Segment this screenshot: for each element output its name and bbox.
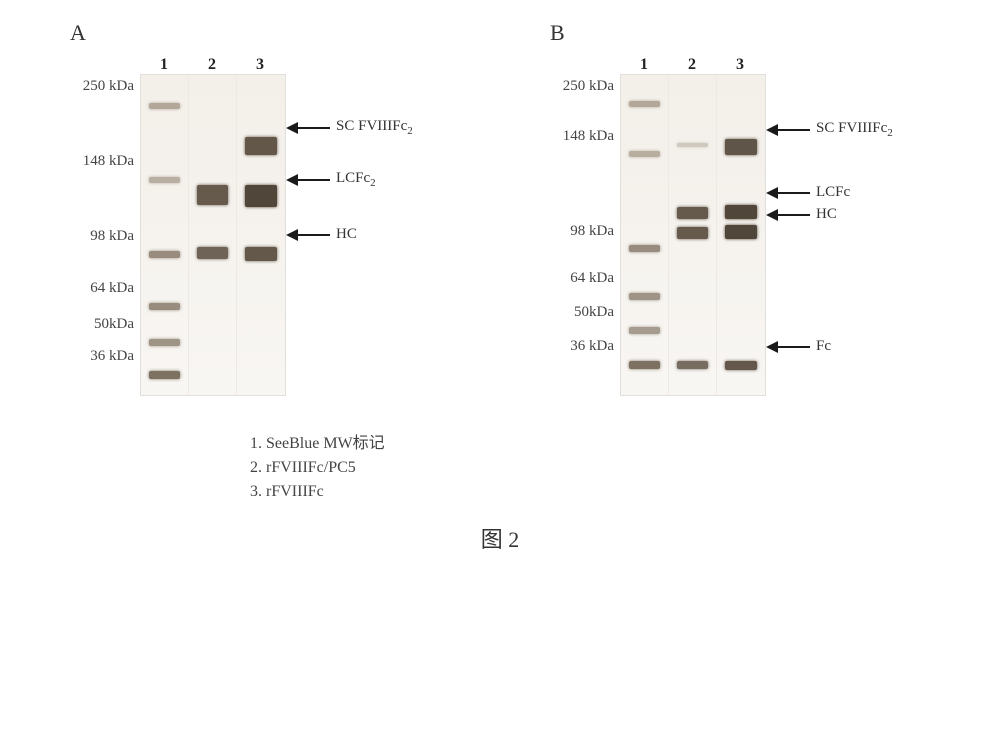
- gel-band: [725, 361, 757, 370]
- gel-band: [677, 361, 708, 369]
- gel-band: [725, 139, 757, 155]
- band-annotation: SC FVIIIFc2: [286, 118, 413, 137]
- mw-label: 250 kDa: [563, 78, 614, 95]
- gel-lane: [669, 75, 717, 395]
- band-annotation: LCFc: [766, 184, 850, 201]
- panel-b-gel-wrap: 250 kDa 148 kDa 98 kDa 64 kDa 50kDa 36 kDa 12…: [544, 56, 936, 402]
- mw-label: 36 kDa: [570, 338, 614, 355]
- figure-caption: 图 2: [20, 522, 980, 554]
- gel-band: [677, 143, 708, 147]
- gel-band: [629, 327, 660, 334]
- lane-number: 3: [236, 56, 284, 74]
- panel-a-annotations: SC FVIIIFc2 LCFc2 HC: [286, 56, 456, 402]
- arrow-left-icon: [286, 228, 330, 242]
- gel-band: [149, 303, 180, 310]
- lane-number: 3: [716, 56, 764, 74]
- gel-lane: [237, 75, 285, 395]
- gel-band: [725, 225, 757, 239]
- mw-label: 50kDa: [94, 316, 134, 333]
- gel-lane: [717, 75, 765, 395]
- gel-band: [677, 227, 708, 239]
- panel-a-gel-wrap: 250 kDa 148 kDa 98 kDa 64 kDa 50kDa 36 kDa 12…: [64, 56, 456, 402]
- lane-legend: 1. SeeBlue MW标记 2. rFVIIIFc/PC5 3. rFVII…: [250, 432, 980, 504]
- figure-panels: A 250 kDa 148 kDa 98 kDa 64 kDa 50kDa 36 kDa …: [20, 20, 980, 402]
- panel-a: A 250 kDa 148 kDa 98 kDa 64 kDa 50kDa 36 kDa …: [64, 20, 456, 402]
- mw-label: 64 kDa: [570, 270, 614, 287]
- panel-b-gel: [620, 74, 766, 396]
- mw-label: 98 kDa: [570, 223, 614, 240]
- legend-item: 3. rFVIIIFc: [250, 480, 980, 504]
- panel-b: B 250 kDa 148 kDa 98 kDa 64 kDa 50kDa 36 kDa …: [544, 20, 936, 402]
- band-annotation: SC FVIIIFc2: [766, 120, 893, 139]
- arrow-left-icon: [286, 121, 330, 135]
- gel-lane: [189, 75, 237, 395]
- gel-band: [197, 247, 228, 259]
- panel-b-gel-area: 123: [620, 56, 766, 396]
- band-annotation: HC: [766, 206, 837, 223]
- lane-number: 2: [188, 56, 236, 74]
- annotation-label: SC FVIIIFc2: [336, 118, 413, 137]
- gel-lane: [141, 75, 189, 395]
- mw-label: 50kDa: [574, 304, 614, 321]
- panel-b-mw-labels: 250 kDa 148 kDa 98 kDa 64 kDa 50kDa 36 kDa: [544, 56, 614, 402]
- panel-a-lane-numbers: 123: [140, 56, 286, 74]
- panel-b-annotations: SC FVIIIFc2 LCFc HC Fc: [766, 56, 936, 402]
- mw-label: 36 kDa: [90, 348, 134, 365]
- band-annotation: HC: [286, 226, 357, 243]
- gel-band: [149, 371, 180, 379]
- annotation-label: HC: [336, 226, 357, 243]
- mw-label: 250 kDa: [83, 78, 134, 95]
- annotation-label: LCFc2: [336, 170, 376, 189]
- band-annotation: Fc: [766, 338, 831, 355]
- annotation-label: HC: [816, 206, 837, 223]
- gel-band: [197, 185, 228, 205]
- annotation-label: LCFc: [816, 184, 850, 201]
- lane-number: 1: [620, 56, 668, 74]
- arrow-left-icon: [766, 186, 810, 200]
- gel-band: [629, 245, 660, 252]
- mw-label: 148 kDa: [83, 153, 134, 170]
- panel-a-label: A: [70, 20, 86, 46]
- annotation-label: SC FVIIIFc2: [816, 120, 893, 139]
- gel-band: [245, 185, 277, 207]
- mw-label: 98 kDa: [90, 228, 134, 245]
- gel-band: [149, 103, 180, 109]
- gel-band: [677, 207, 708, 219]
- gel-band: [629, 101, 660, 107]
- panel-a-gel: [140, 74, 286, 396]
- band-annotation: LCFc2: [286, 170, 376, 189]
- gel-band: [629, 361, 660, 369]
- panel-b-lane-numbers: 123: [620, 56, 766, 74]
- lane-number: 1: [140, 56, 188, 74]
- legend-item: 2. rFVIIIFc/PC5: [250, 456, 980, 480]
- mw-label: 64 kDa: [90, 280, 134, 297]
- gel-band: [245, 247, 277, 261]
- gel-band: [725, 205, 757, 219]
- legend-item: 1. SeeBlue MW标记: [250, 432, 980, 456]
- gel-band: [149, 177, 180, 183]
- annotation-label: Fc: [816, 338, 831, 355]
- arrow-left-icon: [286, 173, 330, 187]
- panel-a-gel-area: 123: [140, 56, 286, 396]
- lane-number: 2: [668, 56, 716, 74]
- gel-band: [149, 251, 180, 258]
- panel-b-label: B: [550, 20, 565, 46]
- gel-lane: [621, 75, 669, 395]
- arrow-left-icon: [766, 340, 810, 354]
- mw-label: 148 kDa: [563, 128, 614, 145]
- arrow-left-icon: [766, 123, 810, 137]
- gel-band: [149, 339, 180, 346]
- gel-band: [245, 137, 277, 155]
- gel-band: [629, 293, 660, 300]
- arrow-left-icon: [766, 208, 810, 222]
- gel-band: [629, 151, 660, 157]
- panel-a-mw-labels: 250 kDa 148 kDa 98 kDa 64 kDa 50kDa 36 kDa: [64, 56, 134, 402]
